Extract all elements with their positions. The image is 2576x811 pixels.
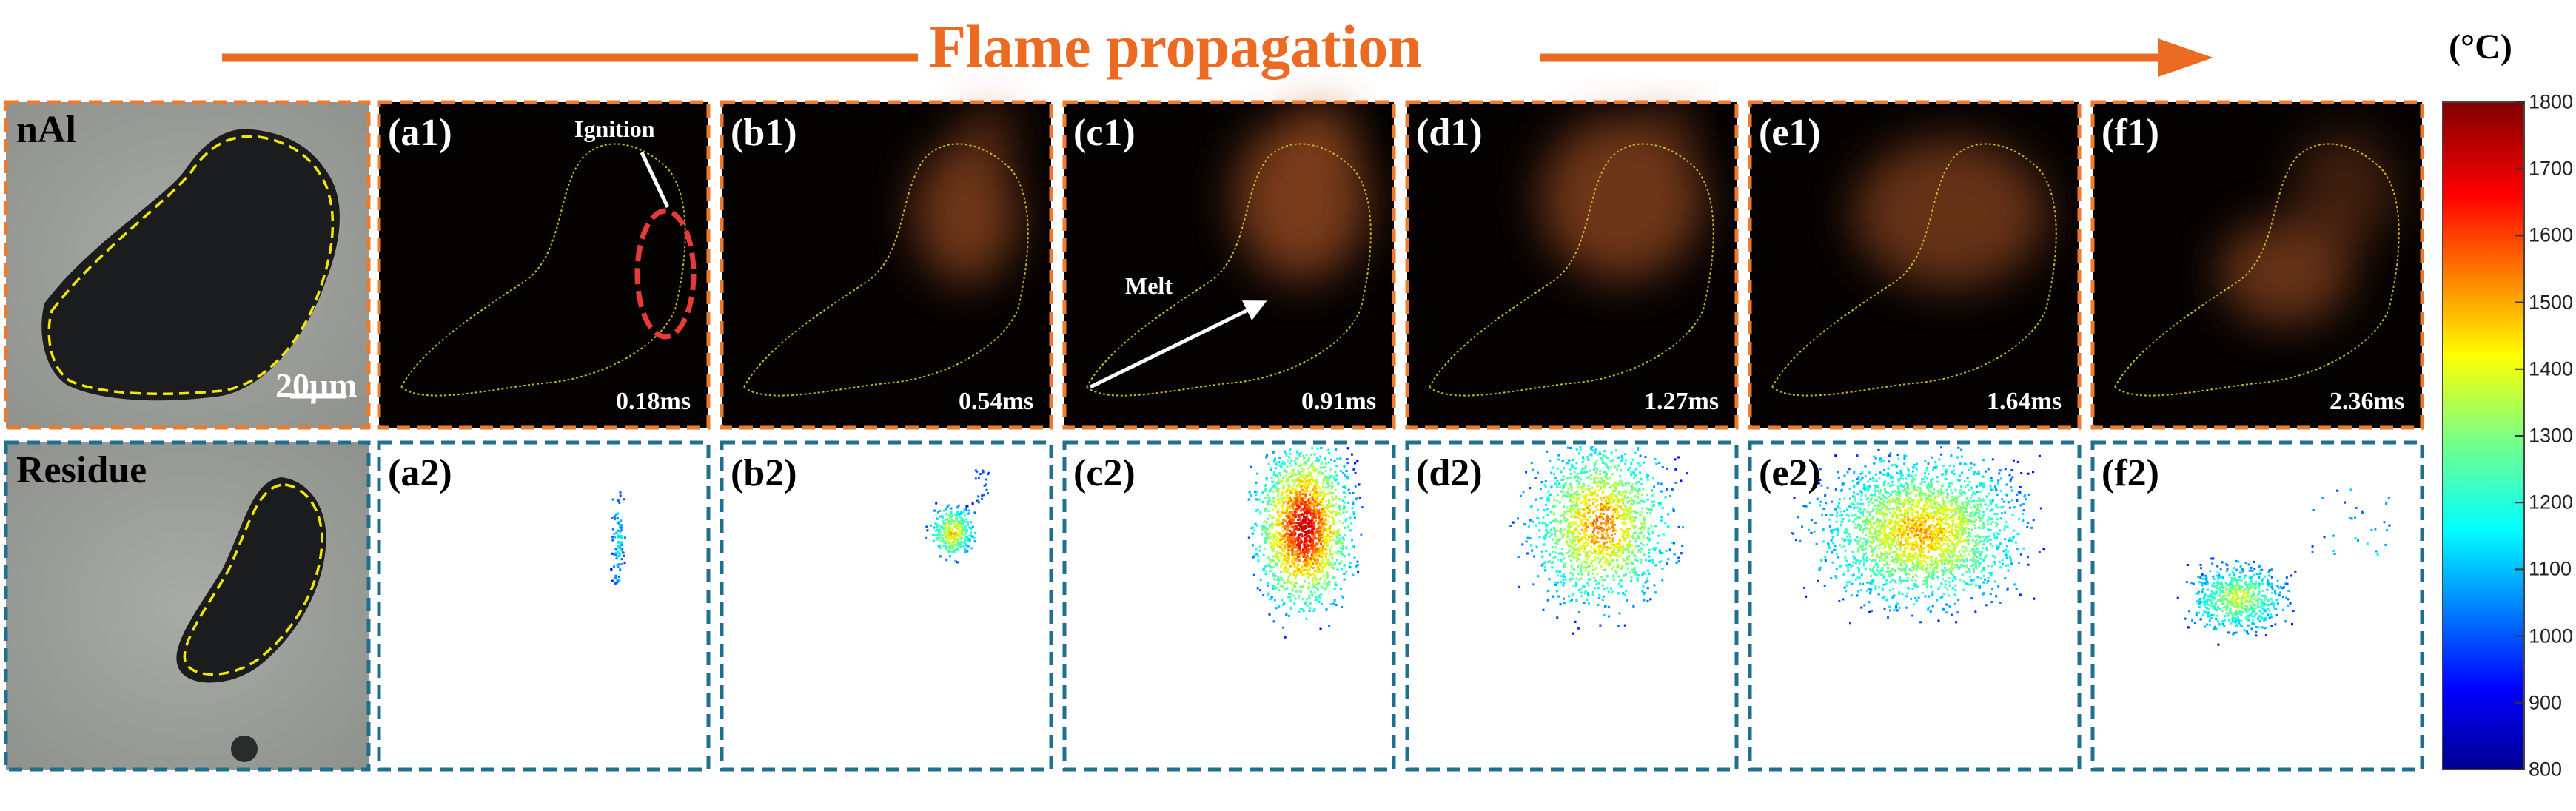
residue-panel-2-label: (b2)	[731, 452, 797, 494]
colorbar-tick-1500: 1500	[2529, 291, 2574, 314]
residue-panel-4-pixels	[1509, 446, 1688, 635]
residue-panel-6	[2090, 440, 2424, 772]
thermal-panel-1	[377, 100, 711, 430]
residue-panel-3-label: (c2)	[1073, 452, 1136, 494]
residue-panel-3-pixels	[1247, 447, 1364, 639]
colorbar-tick-900: 900	[2529, 691, 2563, 714]
flame-direction-arrow	[222, 38, 2213, 77]
residue-panel-4-label: (d2)	[1416, 452, 1483, 494]
scale-bar-label: 20μm	[275, 366, 358, 404]
thermal-panel-1-label: (a1)	[388, 112, 452, 154]
colorbar-unit: (°C)	[2449, 27, 2512, 67]
residue-panel-5-label: (e2)	[1759, 452, 1821, 494]
thermal-panel-6-time: 2.36ms	[2330, 388, 2405, 415]
thermal-panel-3-label: (c1)	[1073, 112, 1136, 154]
colorbar-tick-800: 800	[2529, 758, 2563, 781]
residue-panel-5	[1748, 440, 2082, 772]
top-row-panels	[377, 100, 2424, 430]
residue-panel-5-pixels	[1791, 446, 2045, 625]
colorbar	[2442, 101, 2525, 770]
thermal-panel-2-label: (b1)	[731, 112, 797, 154]
residue-panel-2	[720, 440, 1053, 772]
thermal-panel-5-label: (e1)	[1759, 112, 1821, 154]
residue-panel-4	[1405, 440, 1739, 772]
thermal-panel-6	[2090, 100, 2424, 430]
figure-title: Flame propagation	[929, 13, 1422, 80]
colorbar-tick-1400: 1400	[2529, 357, 2574, 380]
colorbar-tick-marks	[2515, 101, 2524, 770]
thermal-panel-2-time: 0.54ms	[959, 388, 1034, 415]
thermal-panel-6-label: (f1)	[2102, 112, 2159, 154]
colorbar-tick-1300: 1300	[2529, 424, 2574, 447]
thermal-panel-1-time: 0.18ms	[616, 388, 691, 415]
residue-panel-1	[377, 440, 711, 772]
thermal-panel-5-time: 1.64ms	[1987, 388, 2062, 415]
thermal-panel-4	[1405, 100, 1739, 430]
colorbar-tick-1200: 1200	[2529, 491, 2574, 514]
colorbar-tick-1600: 1600	[2529, 223, 2574, 246]
micrograph-residue	[4, 440, 371, 772]
ignition-label: Ignition	[574, 115, 655, 142]
thermal-panel-4-label: (d1)	[1416, 112, 1483, 154]
melt-label: Melt	[1125, 272, 1173, 299]
colorbar-tick-1100: 1100	[2529, 557, 2572, 580]
colorbar-tick-1700: 1700	[2529, 157, 2574, 180]
bottom-row-panels	[377, 440, 2424, 772]
micrograph-nal	[4, 100, 371, 430]
row-label-nal: nAl	[16, 109, 76, 151]
thermal-panel-5	[1748, 100, 2082, 430]
residue-panel-6-label: (f2)	[2102, 452, 2159, 494]
colorbar-tick-1000: 1000	[2529, 625, 2574, 647]
colorbar-tick-1800: 1800	[2529, 90, 2574, 113]
row-label-residue: Residue	[16, 449, 147, 491]
residue-panel-1-pixels	[610, 491, 626, 585]
thermal-panel-3	[1062, 100, 1396, 430]
thermal-panel-2	[720, 100, 1053, 430]
residue-panel-3	[1062, 440, 1396, 772]
residue-panel-1-label: (a2)	[388, 452, 452, 494]
residue-panel-2-pixels	[925, 469, 990, 564]
residue-panel-6-pixels	[2176, 488, 2391, 646]
thermal-panel-3-time: 0.91ms	[1301, 388, 1377, 415]
thermal-panel-4-time: 1.27ms	[1644, 388, 1720, 415]
